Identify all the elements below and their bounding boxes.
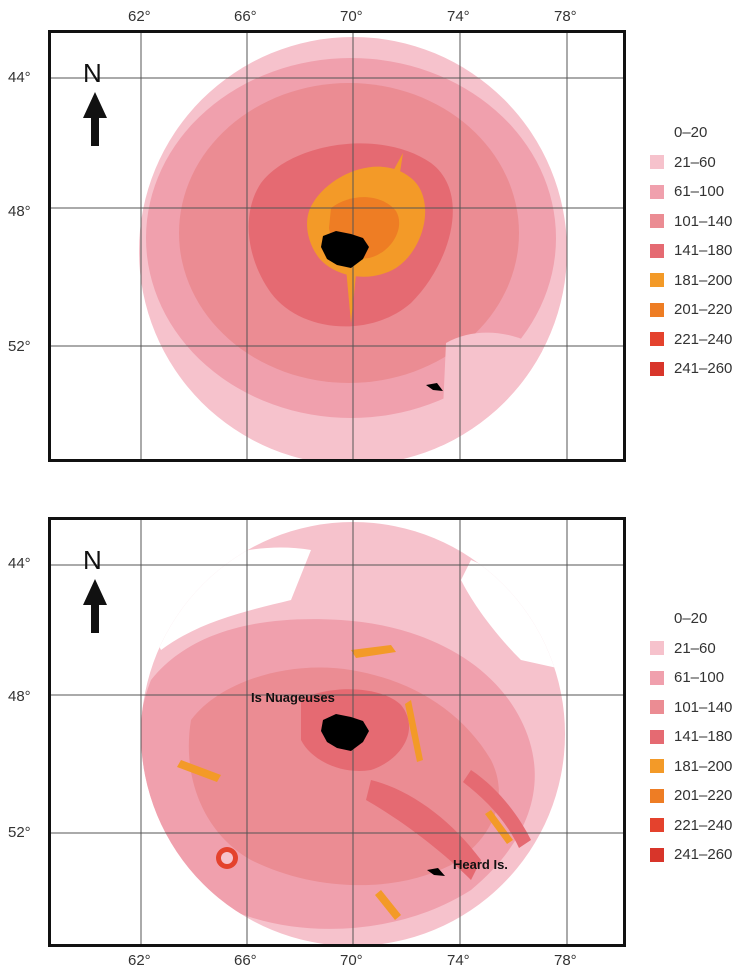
coverage-zone-141-180 <box>366 780 481 880</box>
lon-label: 74° <box>447 8 470 25</box>
kerguelen-island <box>321 231 369 268</box>
legend-bottom: 0–20 21–60 61–100 101–140 141–180 181–20… <box>650 604 732 870</box>
lat-label-top-map: 52° <box>8 338 31 355</box>
coverage-streak <box>346 265 357 323</box>
legend-label: 101–140 <box>674 698 733 716</box>
legend-swatch <box>650 729 664 744</box>
legend-label: 61–100 <box>674 183 725 201</box>
legend-swatch <box>650 788 664 803</box>
legend-swatch <box>650 847 664 862</box>
map-bottom-canvas <box>51 520 623 944</box>
legend-swatch <box>650 155 664 170</box>
legend-item: 101–140 <box>650 207 732 237</box>
legend-item: 241–260 <box>650 840 732 870</box>
legend-item: 181–200 <box>650 752 732 782</box>
legend-label: 101–140 <box>674 212 733 230</box>
north-label: N <box>83 545 102 575</box>
lat-label-bottom-map: 44° <box>8 555 31 572</box>
legend-swatch <box>650 700 664 715</box>
lat-label-top-map: 44° <box>8 69 31 86</box>
legend-item: 61–100 <box>650 663 732 693</box>
legend-item: 201–220 <box>650 295 732 325</box>
legend-item: 181–200 <box>650 266 732 296</box>
legend-item: 61–100 <box>650 177 732 207</box>
legend-label: 21–60 <box>674 153 716 171</box>
lat-label-top-map: 48° <box>8 203 31 220</box>
legend-swatch <box>650 243 664 258</box>
legend-label: 141–180 <box>674 728 733 746</box>
legend-label: 61–100 <box>674 669 725 687</box>
north-arrow-icon <box>83 579 107 633</box>
lat-label-bottom-map: 48° <box>8 688 31 705</box>
legend-label: 141–180 <box>674 242 733 260</box>
lon-label: 78° <box>554 8 577 25</box>
legend-item: 101–140 <box>650 693 732 723</box>
north-arrow-top: N <box>83 58 113 148</box>
coverage-ridge <box>375 890 401 920</box>
legend-item: 0–20 <box>650 118 732 148</box>
coverage-streak <box>381 153 403 198</box>
legend-swatch <box>650 759 664 774</box>
map-top-canvas <box>51 33 623 459</box>
legend-item: 141–180 <box>650 722 732 752</box>
legend-swatch <box>650 273 664 288</box>
north-arrow-icon <box>83 92 107 146</box>
kerguelen-island <box>321 714 369 751</box>
legend-swatch <box>650 332 664 347</box>
legend-item: 141–180 <box>650 236 732 266</box>
legend-swatch <box>650 214 664 229</box>
legend-label: 201–220 <box>674 787 733 805</box>
legend-swatch <box>650 302 664 317</box>
heard-island <box>426 383 443 391</box>
legend-swatch <box>650 611 664 626</box>
map-bottom: Is Nuageuses Heard Is. <box>48 517 626 947</box>
legend-label: 221–240 <box>674 330 733 348</box>
place-label-heard-is: Heard Is. <box>453 857 508 872</box>
lon-label: 70° <box>340 8 363 25</box>
lon-label: 62° <box>128 952 151 969</box>
legend-swatch <box>650 361 664 376</box>
legend-swatch <box>650 641 664 656</box>
legend-label: 0–20 <box>674 610 708 628</box>
legend-swatch <box>650 670 664 685</box>
coverage-zone-0-20 <box>141 547 311 650</box>
lon-label: 66° <box>234 8 257 25</box>
coverage-ridge <box>485 810 513 844</box>
legend-label: 221–240 <box>674 816 733 834</box>
north-label: N <box>83 58 102 88</box>
lon-label: 62° <box>128 8 151 25</box>
coverage-zone-141-180 <box>463 770 531 848</box>
legend-label: 201–220 <box>674 301 733 319</box>
legend-label: 21–60 <box>674 639 716 657</box>
legend-item: 241–260 <box>650 354 732 384</box>
map-top <box>48 30 626 462</box>
lon-label: 70° <box>340 952 363 969</box>
lat-label-bottom-map: 52° <box>8 824 31 841</box>
legend-top: 0–20 21–60 61–100 101–140 141–180 181–20… <box>650 118 732 384</box>
legend-label: 181–200 <box>674 757 733 775</box>
lon-label: 74° <box>447 952 470 969</box>
legend-label: 0–20 <box>674 124 708 142</box>
heard-island <box>427 868 445 876</box>
coverage-ridge <box>177 760 221 782</box>
legend-item: 201–220 <box>650 781 732 811</box>
legend-item: 21–60 <box>650 148 732 178</box>
legend-item: 21–60 <box>650 634 732 664</box>
lon-label: 66° <box>234 952 257 969</box>
coverage-zone-0-20 <box>461 560 565 670</box>
legend-label: 241–260 <box>674 360 733 378</box>
legend-swatch <box>650 184 664 199</box>
coverage-ridge <box>351 645 396 658</box>
legend-label: 181–200 <box>674 271 733 289</box>
coverage-ridge <box>405 700 423 762</box>
north-arrow-bottom: N <box>83 545 113 635</box>
legend-item: 221–240 <box>650 811 732 841</box>
legend-item: 0–20 <box>650 604 732 634</box>
legend-swatch <box>650 125 664 140</box>
place-label-is-nuageuses: Is Nuageuses <box>251 690 335 705</box>
legend-swatch <box>650 818 664 833</box>
lon-label: 78° <box>554 952 577 969</box>
legend-item: 221–240 <box>650 325 732 355</box>
legend-label: 241–260 <box>674 846 733 864</box>
